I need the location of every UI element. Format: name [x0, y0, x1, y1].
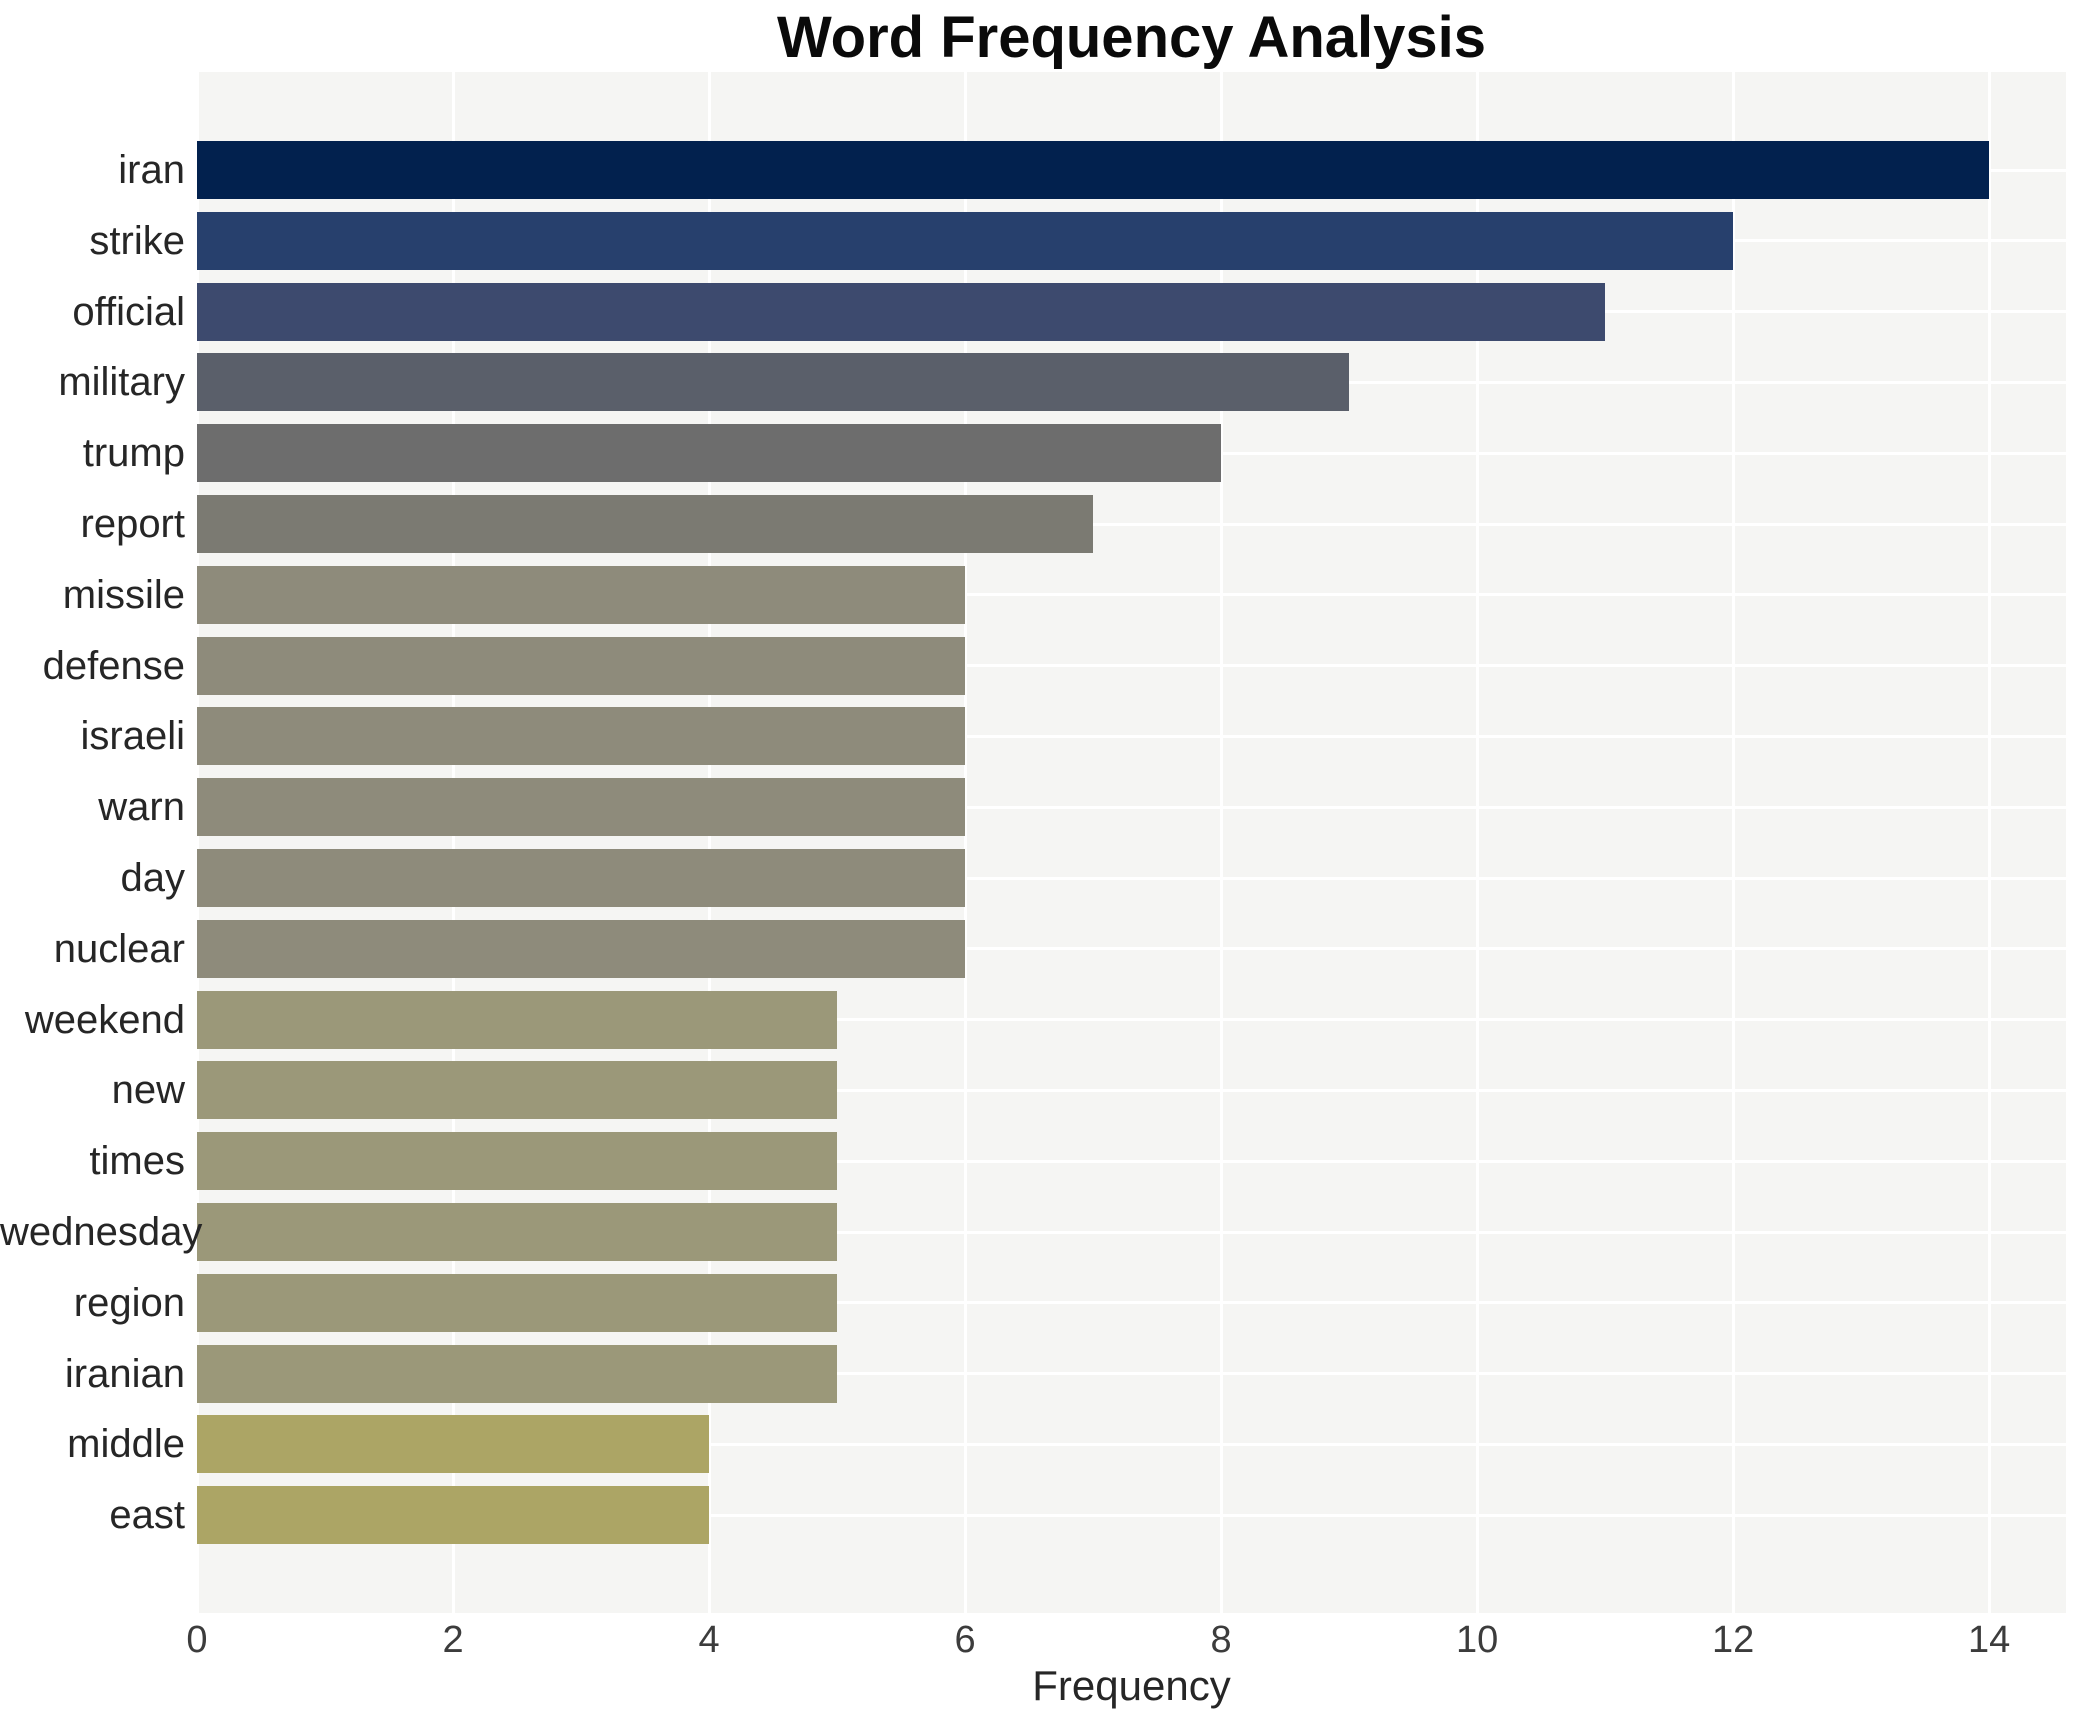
bar-missile — [197, 565, 966, 624]
y-tick-label-times: times — [89, 1139, 185, 1184]
x-tick-label-14: 14 — [1968, 1619, 2011, 1661]
x-gridline — [195, 72, 199, 1613]
y-gridline — [197, 593, 2066, 597]
y-gridline — [197, 1372, 2066, 1376]
y-tick-label-day: day — [120, 856, 186, 900]
plot-area — [195, 72, 2066, 1613]
y-gridline — [197, 1513, 2066, 1517]
bar-new — [197, 1061, 838, 1120]
x-gridline — [963, 72, 967, 1613]
y-tick-label-defense: defense — [42, 643, 185, 688]
y-tick-label-military: military — [58, 360, 185, 405]
x-tick-label-6: 6 — [954, 1619, 976, 1661]
y-tick-label-east: east — [109, 1493, 185, 1538]
x-tick-label-4: 4 — [698, 1619, 720, 1661]
y-axis-labels: iran strike official military trump report mis… — [0, 72, 203, 1613]
y-gridline — [197, 1018, 2066, 1022]
y-gridline — [197, 947, 2066, 951]
bar-iran — [197, 141, 1990, 199]
y-tick-label-iranian: iranian — [64, 1351, 185, 1396]
y-gridline — [197, 876, 2066, 880]
bar-warn — [197, 778, 966, 837]
y-tick-label-wednesday: wednesday — [0, 1210, 203, 1254]
y-tick-label-middle: middle — [67, 1422, 185, 1467]
x-gridline — [451, 72, 455, 1613]
x-tick-label-12: 12 — [1712, 1619, 1755, 1661]
x-gridline — [1475, 72, 1479, 1613]
bar-iranian — [197, 1344, 838, 1403]
y-tick-label-israeli: israeli — [80, 714, 185, 759]
x-tick-label-8: 8 — [1210, 1619, 1232, 1661]
bar-region — [197, 1273, 838, 1332]
x-gridline — [1987, 72, 1991, 1613]
y-gridline — [197, 1301, 2066, 1305]
y-tick-label-official: official — [72, 289, 185, 334]
bar-middle — [197, 1415, 710, 1474]
y-tick-label-iran: iran — [118, 148, 185, 192]
bar-times — [197, 1132, 838, 1191]
bar-east — [197, 1486, 710, 1545]
y-tick-label-region: region — [73, 1280, 185, 1325]
chart-title: Word Frequency Analysis — [776, 5, 1487, 70]
y-gridline — [197, 1088, 2066, 1092]
bar-report — [197, 495, 1094, 553]
y-gridline — [197, 664, 2066, 668]
x-axis-ticks: 0 2 4 6 8 10 12 14 — [186, 1613, 2066, 1665]
x-tick-label-10: 10 — [1455, 1619, 1499, 1661]
bar-day — [197, 849, 966, 907]
bar-military — [197, 353, 1350, 412]
y-tick-label-new: new — [111, 1068, 185, 1113]
y-tick-label-trump: trump — [82, 431, 185, 476]
y-tick-label-missile: missile — [62, 572, 185, 617]
bar-official — [197, 282, 1606, 341]
y-gridline — [197, 1159, 2066, 1163]
bar-defense — [197, 636, 966, 695]
bar-weekend — [197, 990, 838, 1049]
bar-israeli — [197, 707, 966, 766]
y-gridline — [197, 1442, 2066, 1446]
y-gridline — [197, 1230, 2066, 1234]
x-tick-label-0: 0 — [186, 1619, 208, 1661]
y-gridline — [197, 734, 2066, 738]
bar-trump — [197, 424, 1222, 483]
y-tick-label-strike: strike — [89, 218, 185, 263]
y-gridline — [197, 522, 2066, 526]
bar-strike — [197, 211, 1734, 270]
x-gridline — [1219, 72, 1223, 1613]
y-gridline — [197, 805, 2066, 809]
bar-wednesday — [197, 1203, 838, 1261]
x-axis-title: Frequency — [1032, 1662, 1231, 1709]
x-gridline — [1731, 72, 1735, 1613]
x-gridline — [707, 72, 711, 1613]
y-tick-label-report: report — [80, 502, 186, 546]
bar-nuclear — [197, 919, 966, 978]
y-tick-label-warn: warn — [98, 785, 185, 830]
x-tick-label-2: 2 — [442, 1619, 464, 1661]
y-tick-label-weekend: weekend — [24, 997, 185, 1042]
y-tick-label-nuclear: nuclear — [53, 926, 185, 971]
